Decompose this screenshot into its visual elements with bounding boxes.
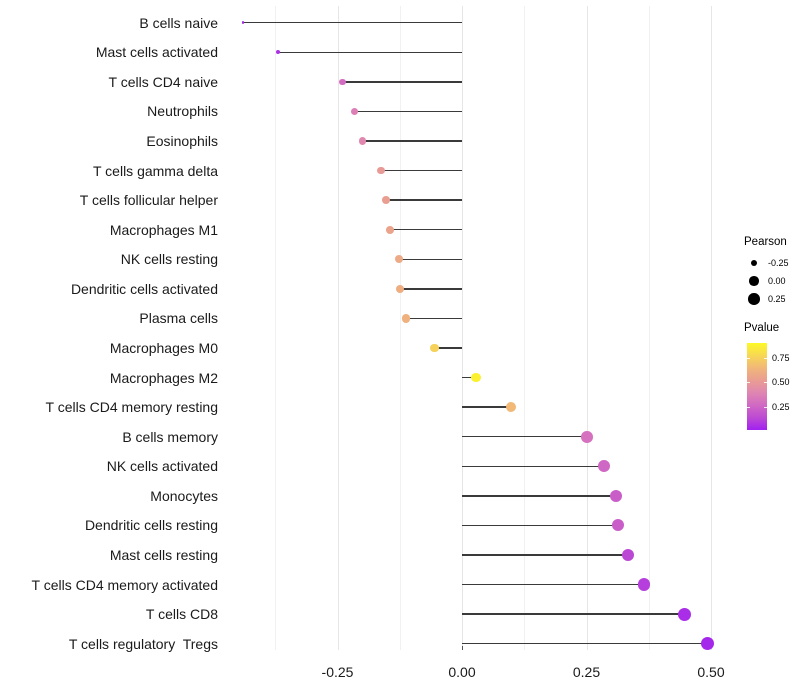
colorbar-tick-mark (747, 382, 750, 384)
category-label: T cells follicular helper (79, 192, 218, 209)
lollipop-stem (434, 347, 462, 349)
colorbar-tick-mark (764, 382, 767, 384)
x-tick-label: 0.50 (697, 664, 725, 680)
colorbar-tick-mark (764, 357, 767, 359)
lollipop-stem (462, 554, 629, 556)
x-tick-label: 0.00 (448, 664, 476, 680)
lollipop-stem (462, 583, 644, 586)
lollipop-stem (389, 228, 462, 231)
category-label: T cells CD8 (145, 606, 218, 623)
gridline-major (337, 6, 339, 650)
x-tick-label: -0.25 (321, 664, 354, 680)
lollipop-stem (462, 524, 618, 527)
gridline-minor (275, 6, 277, 650)
category-label: T cells CD4 memory resting (45, 399, 218, 416)
category-label: NK cells activated (106, 458, 218, 475)
lollipop-point (396, 284, 405, 293)
category-label: T cells gamma delta (92, 162, 218, 179)
lollipop-point (275, 50, 280, 55)
legend-size-label: 0.00 (768, 276, 786, 286)
category-label: Neutrophils (147, 103, 218, 120)
gridline-major (711, 6, 712, 650)
lollipop-point (611, 519, 624, 532)
lollipop-point (241, 21, 245, 24)
colorbar-tick-mark (747, 357, 750, 359)
legend-size-circle (748, 293, 760, 305)
lollipop-stem (380, 169, 462, 172)
gridline-major (586, 6, 588, 650)
category-label: Plasma cells (139, 310, 218, 327)
lollipop-stem (277, 51, 462, 53)
legend-size-label: 0.25 (768, 294, 786, 304)
legend-color-tick-label: 0.50 (772, 377, 790, 388)
lollipop-stem (406, 317, 462, 320)
colorbar-tick-mark (764, 406, 767, 408)
category-label: T cells CD4 memory activated (31, 576, 218, 593)
lollipop-point (394, 255, 403, 264)
lollipop-stem (342, 81, 462, 83)
lollipop-point (339, 78, 346, 86)
legend-color-tick-label: 0.25 (772, 401, 790, 412)
gridline-minor (524, 6, 526, 650)
category-label: Monocytes (150, 487, 218, 504)
lollipop-stem (354, 110, 462, 113)
category-label: Eosinophils (146, 132, 218, 149)
lollipop-point (377, 166, 385, 175)
category-label: B cells memory (122, 428, 218, 445)
lollipop-stem (400, 288, 462, 290)
legend-color-tick-label: 0.75 (772, 352, 790, 363)
zero-axis-tick (462, 646, 463, 650)
category-label: NK cells resting (120, 251, 218, 268)
lollipop-stem (462, 495, 617, 497)
lollipop-point (382, 196, 391, 204)
category-label: Macrophages M2 (109, 369, 218, 386)
lollipop-stem (386, 199, 462, 201)
lollipop-stem (462, 376, 476, 379)
lollipop-point (581, 430, 593, 443)
lollipop-point (610, 489, 623, 502)
lollipop-stem (462, 435, 587, 438)
lollipop-point (637, 578, 651, 591)
lollipop-point (622, 548, 635, 562)
legend-size-label: -0.25 (768, 258, 789, 268)
lollipop-point (402, 314, 411, 323)
x-tick-label: 0.25 (572, 664, 601, 680)
category-label: B cells naive (139, 14, 218, 31)
lollipop-point (351, 107, 359, 115)
gridline-major (462, 6, 463, 650)
lollipop-point (678, 607, 692, 621)
color-legend-title: Pvalue (744, 322, 780, 334)
lollipop-point (385, 225, 394, 234)
lollipop-point (598, 460, 611, 473)
lollipop-point (358, 137, 366, 145)
size-legend-title: Pearson (744, 236, 787, 248)
lollipop-stem (398, 258, 462, 260)
colorbar-tick-mark (747, 406, 750, 408)
legend-size-circle (749, 276, 759, 286)
category-label: Dendritic cells resting (84, 517, 218, 534)
category-label: Mast cells activated (95, 44, 218, 61)
category-label: Mast cells resting (109, 546, 218, 563)
lollipop-stem (242, 22, 462, 24)
lollipop-stem (462, 406, 511, 408)
category-label: T cells CD4 naive (108, 73, 218, 90)
lollipop-stem (362, 140, 462, 142)
lollipop-point (429, 343, 439, 353)
category-label: Dendritic cells activated (70, 280, 218, 297)
category-label: T cells regulatory Tregs (68, 635, 218, 652)
category-label: Macrophages M0 (109, 339, 218, 356)
legend-size-circle (750, 259, 758, 267)
pvalue-colorbar (747, 343, 767, 430)
gridline-minor (648, 6, 650, 650)
lollipop-stem (462, 642, 708, 645)
lollipop-point (700, 636, 715, 651)
lollipop-stem (462, 465, 605, 467)
category-label: Macrophages M1 (109, 221, 218, 238)
lollipop-point (505, 401, 516, 413)
lollipop-point (471, 372, 481, 383)
lollipop-stem (462, 613, 685, 615)
gridline-minor (399, 6, 401, 650)
